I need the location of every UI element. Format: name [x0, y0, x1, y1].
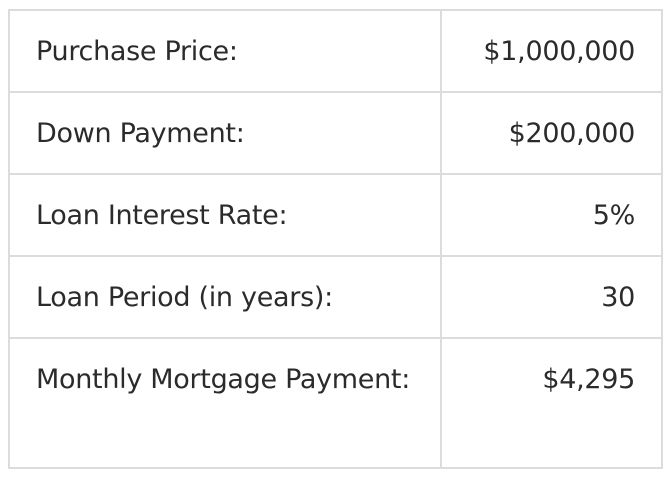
table-row-monthly-payment: Monthly Mortgage Payment: $4,295 — [8, 337, 663, 469]
mortgage-summary-table: Purchase Price: $1,000,000 Down Payment:… — [8, 9, 663, 469]
loan-period-label: Loan Period (in years): — [8, 255, 442, 339]
down-payment-label: Down Payment: — [8, 91, 442, 175]
table-row-purchase-price: Purchase Price: $1,000,000 — [8, 9, 663, 93]
loan-period-value: 30 — [440, 255, 663, 339]
interest-rate-label: Loan Interest Rate: — [8, 173, 442, 257]
table-row-loan-period: Loan Period (in years): 30 — [8, 255, 663, 339]
table-body: Purchase Price: $1,000,000 Down Payment:… — [8, 9, 663, 469]
purchase-price-label: Purchase Price: — [8, 9, 442, 93]
down-payment-value: $200,000 — [440, 91, 663, 175]
table-row-down-payment: Down Payment: $200,000 — [8, 91, 663, 175]
monthly-payment-value: $4,295 — [440, 337, 663, 469]
table-row-interest-rate: Loan Interest Rate: 5% — [8, 173, 663, 257]
purchase-price-value: $1,000,000 — [440, 9, 663, 93]
interest-rate-value: 5% — [440, 173, 663, 257]
monthly-payment-label: Monthly Mortgage Payment: — [8, 337, 442, 469]
